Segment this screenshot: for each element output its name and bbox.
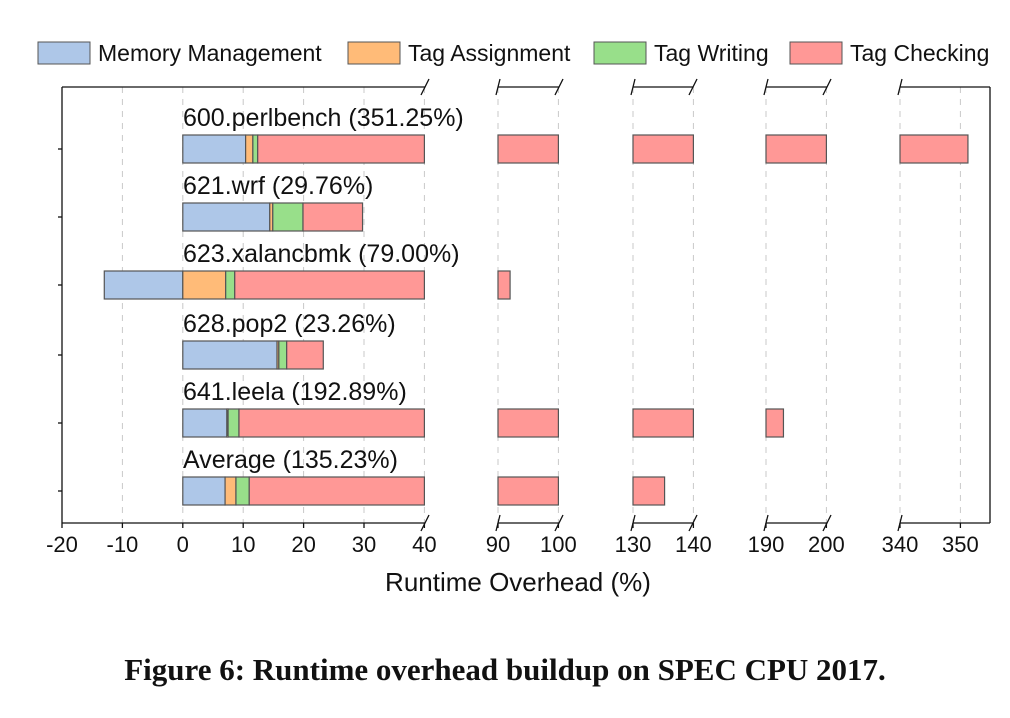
break-mark bbox=[822, 78, 832, 96]
x-tick-label: 30 bbox=[352, 532, 376, 557]
bars bbox=[103, 134, 969, 506]
category-label: 621.wrf (29.76%) bbox=[183, 172, 373, 200]
x-tick-label: 190 bbox=[748, 532, 785, 557]
x-tick-label: 90 bbox=[486, 532, 510, 557]
bar-segment bbox=[103, 270, 184, 300]
break-mark bbox=[420, 78, 430, 96]
x-tick-label: 200 bbox=[808, 532, 845, 557]
legend-label: Tag Assignment bbox=[408, 40, 571, 66]
category-label: 623.xalancbmk (79.00%) bbox=[183, 240, 460, 268]
bar-segment bbox=[252, 134, 259, 164]
bar-segment bbox=[245, 134, 254, 164]
bar-segment bbox=[257, 134, 426, 164]
x-tick-label: 10 bbox=[231, 532, 255, 557]
legend-swatch bbox=[37, 41, 91, 65]
bar-segment bbox=[272, 202, 304, 232]
stacked-bar-chart: Memory Management Tag Assignment Tag Writi… bbox=[37, 40, 991, 597]
bar-segment bbox=[238, 408, 425, 438]
legend-label: Tag Checking bbox=[850, 40, 989, 66]
legend: Memory Management Tag Assignment Tag Writi… bbox=[37, 40, 989, 66]
x-tick-label: -20 bbox=[46, 532, 78, 557]
bar-segment bbox=[497, 476, 560, 506]
x-tick-label: -10 bbox=[107, 532, 139, 557]
category-label: Average (135.23%) bbox=[183, 446, 398, 474]
bar-segment bbox=[234, 270, 426, 300]
legend-label: Tag Writing bbox=[654, 40, 769, 66]
bar-segment bbox=[278, 340, 288, 370]
bar-segment bbox=[632, 134, 695, 164]
bar-segment bbox=[765, 134, 828, 164]
category-label: 628.pop2 (23.26%) bbox=[183, 310, 396, 338]
break-mark bbox=[763, 78, 769, 96]
axes: -20 -10 0 10 20 30 40 90 100 130 140 190 200 340 350 bbox=[46, 78, 991, 557]
bar-segment bbox=[182, 270, 227, 300]
legend-swatch bbox=[789, 41, 843, 65]
legend-swatch bbox=[593, 41, 647, 65]
x-tick-label: 20 bbox=[291, 532, 315, 557]
bar-segment bbox=[765, 408, 785, 438]
bar-segment bbox=[248, 476, 426, 506]
break-mark bbox=[688, 78, 698, 96]
legend-swatch bbox=[347, 41, 401, 65]
bar-segment bbox=[286, 340, 324, 370]
break-mark bbox=[495, 78, 501, 96]
bar-segment bbox=[182, 476, 226, 506]
break-mark bbox=[630, 78, 636, 96]
x-tick-label: 350 bbox=[942, 532, 979, 557]
bar-segment bbox=[899, 134, 969, 164]
bar-segment bbox=[235, 476, 250, 506]
bar-segment bbox=[497, 134, 560, 164]
category-labels: 600.perlbench (351.25%) 621.wrf (29.76%) 6… bbox=[183, 104, 464, 474]
category-label: 600.perlbench (351.25%) bbox=[183, 104, 464, 132]
x-tick-label: 0 bbox=[177, 532, 189, 557]
bar-segment bbox=[182, 202, 271, 232]
bar-segment bbox=[182, 408, 228, 438]
bar-segment bbox=[182, 340, 278, 370]
break-mark bbox=[554, 78, 564, 96]
bar-segment bbox=[497, 270, 511, 300]
x-tick-label: 130 bbox=[615, 532, 652, 557]
x-tick-label: 140 bbox=[675, 532, 712, 557]
legend-label: Memory Management bbox=[98, 40, 322, 66]
bar-segment bbox=[224, 476, 237, 506]
bar-segment bbox=[182, 134, 247, 164]
x-tick-label: 40 bbox=[412, 532, 436, 557]
x-tick-label: 340 bbox=[882, 532, 919, 557]
bar-segment bbox=[632, 476, 666, 506]
figure-caption: Figure 6: Runtime overhead buildup on SP… bbox=[124, 652, 886, 687]
bar-segment bbox=[302, 202, 364, 232]
category-label: 641.leela (192.89%) bbox=[183, 378, 407, 406]
bar-segment bbox=[227, 408, 240, 438]
bar-segment bbox=[225, 270, 236, 300]
bar-segment bbox=[497, 408, 560, 438]
break-mark bbox=[897, 78, 903, 96]
x-axis-label: Runtime Overhead (%) bbox=[385, 567, 651, 597]
x-tick-label: 100 bbox=[540, 532, 577, 557]
bar-segment bbox=[632, 408, 695, 438]
